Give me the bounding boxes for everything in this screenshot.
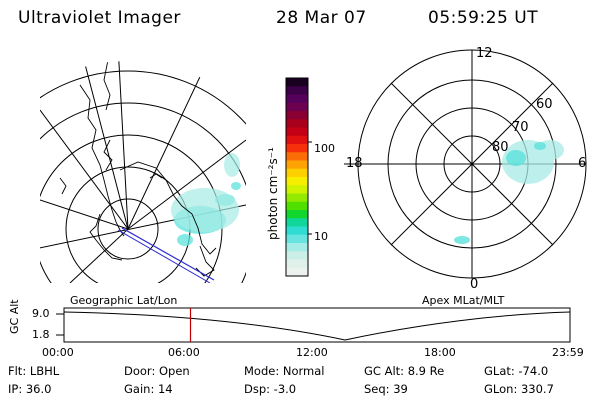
colorbar-segment xyxy=(286,210,308,219)
date-label: 28 Mar 07 xyxy=(276,8,367,28)
colorbar-border xyxy=(285,77,309,277)
door-readout: Door: Open xyxy=(124,364,190,378)
mlat-label-80: 80 xyxy=(492,140,509,155)
colorbar-segment xyxy=(286,94,308,104)
altitude-axis-label: GC Alt xyxy=(8,299,21,334)
filter-readout: Flt: LBHL xyxy=(8,364,60,378)
colorbar-tick-10: 10 xyxy=(314,230,328,243)
dsp-readout: Dsp: -3.0 xyxy=(244,382,297,396)
colorbar-tick-100: 100 xyxy=(314,142,335,155)
mlt-label-12: 12 xyxy=(476,46,493,61)
instrument-title: Ultraviolet Imager xyxy=(18,8,181,28)
colorbar-segment xyxy=(286,267,308,277)
colorbar-segment xyxy=(286,127,308,137)
geographic-map-label: Geographic Lat/Lon xyxy=(70,294,178,307)
seq-readout: Seq: 39 xyxy=(364,382,408,396)
mlt-label-6: 6 xyxy=(578,156,587,171)
alt-tick-1-8: 1.8 xyxy=(32,328,50,341)
altitude-plot-frame xyxy=(63,307,571,343)
mode-readout: Mode: Normal xyxy=(244,364,325,378)
colorbar-segment xyxy=(286,259,308,269)
glat-readout: GLat: -74.0 xyxy=(484,364,549,378)
colorbar-segment xyxy=(286,234,308,244)
mlat-label-60: 60 xyxy=(536,97,553,112)
x-tick-1200: 12:00 xyxy=(296,346,328,359)
gc-alt-readout: GC Alt: 8.9 Re xyxy=(364,364,445,378)
colorbar-segment xyxy=(286,86,308,95)
intensity-colorbar xyxy=(285,77,312,277)
colorbar-segment xyxy=(286,201,308,211)
mlat-label-70: 70 xyxy=(512,120,529,135)
x-tick-0600: 06:00 xyxy=(168,346,200,359)
colorbar-segment xyxy=(286,111,308,120)
colorbar-segment xyxy=(286,160,308,170)
apex-map-label: Apex MLat/MLT xyxy=(422,294,505,307)
alt-tick-9: 9.0 xyxy=(32,307,50,320)
colorbar-segment xyxy=(286,144,308,153)
gain-readout: Gain: 14 xyxy=(124,382,173,396)
glon-readout: GLon: 330.7 xyxy=(484,382,554,396)
mlt-label-18: 18 xyxy=(346,156,363,171)
colorbar-segment xyxy=(286,251,308,260)
ip-readout: IP: 36.0 xyxy=(8,382,52,396)
colorbar-segment xyxy=(286,185,308,194)
colorbar-segment xyxy=(286,135,308,145)
colorbar-segment xyxy=(286,152,308,161)
colorbar-segment xyxy=(286,243,308,252)
colorbar-segment xyxy=(286,168,308,178)
colorbar-segment xyxy=(286,119,308,128)
time-label: 05:59:25 UT xyxy=(428,8,539,28)
colorbar-segment xyxy=(286,193,308,203)
colorbar-segment xyxy=(286,102,308,112)
x-tick-0000: 00:00 xyxy=(42,346,74,359)
mlt-label-0: 0 xyxy=(470,277,479,292)
colorbar-segment xyxy=(286,218,308,227)
x-tick-2359: 23:59 xyxy=(552,346,584,359)
x-tick-1800: 18:00 xyxy=(424,346,456,359)
colorbar-segment xyxy=(286,226,308,236)
colorbar-segment xyxy=(286,78,308,87)
altitude-curve xyxy=(63,311,571,341)
colorbar-segment xyxy=(286,177,308,186)
